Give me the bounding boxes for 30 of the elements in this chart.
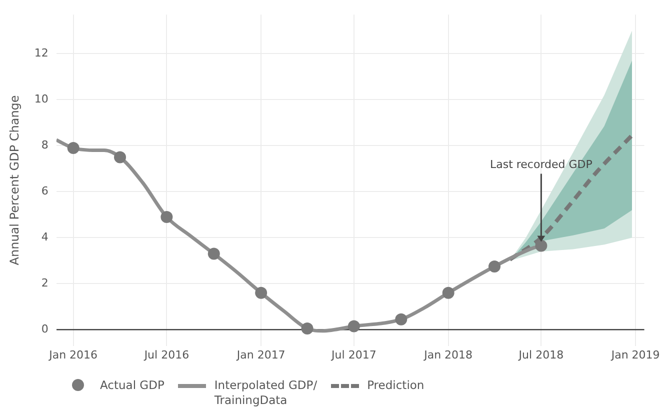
point	[67, 142, 80, 154]
point	[488, 260, 500, 272]
point	[208, 248, 220, 260]
x-tick-label: Jul 2017	[330, 348, 376, 362]
x-tick-label: Jan 2019	[610, 348, 660, 362]
legend-label: Interpolated GDP/ TrainingData	[214, 378, 318, 408]
legend-label: Prediction	[367, 378, 424, 393]
y-tick-label: 0	[41, 322, 48, 336]
point	[395, 313, 408, 326]
point	[442, 286, 454, 299]
y-tick-label: 10	[34, 92, 48, 106]
x-tick-label: Jan 2018	[423, 348, 473, 362]
y-tick-label: 6	[41, 184, 48, 198]
x-tick-label: Jan 2016	[48, 348, 98, 362]
x-tick-label: Jul 2018	[518, 348, 564, 362]
point	[114, 151, 126, 164]
x-tick-label: Jan 2017	[236, 348, 286, 362]
x-tick-label: Jul 2016	[143, 348, 190, 362]
y-axis-title: Annual Percent GDP Change	[7, 95, 22, 266]
y-tick-label: 4	[41, 230, 48, 244]
point	[348, 320, 360, 332]
y-tick-label: 8	[41, 138, 48, 152]
y-tick-label: 2	[41, 276, 48, 290]
point	[160, 211, 173, 223]
y-tick-label: 12	[34, 46, 48, 60]
legend-label: Actual GDP	[100, 378, 164, 393]
point	[535, 240, 548, 252]
point	[301, 322, 314, 335]
point	[255, 286, 268, 299]
annotation: Last recorded GDP	[490, 158, 593, 171]
